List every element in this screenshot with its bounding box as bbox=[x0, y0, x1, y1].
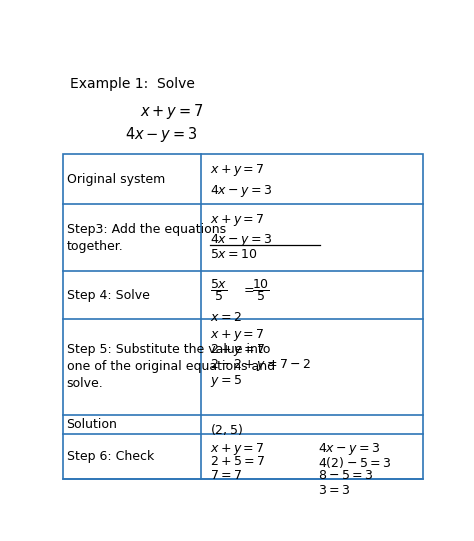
Text: $4x - y = 3$: $4x - y = 3$ bbox=[210, 232, 272, 248]
Text: $x = 2$: $x = 2$ bbox=[210, 311, 242, 324]
Text: $x + y = 7$: $x + y = 7$ bbox=[210, 327, 264, 342]
Text: $8 - 5 = 3$: $8 - 5 = 3$ bbox=[318, 470, 374, 483]
Text: Solution: Solution bbox=[66, 418, 118, 431]
Text: $\dfrac{10}{5}$: $\dfrac{10}{5}$ bbox=[252, 278, 270, 304]
Text: Step3: Add the equations
together.: Step3: Add the equations together. bbox=[66, 223, 226, 253]
Text: $x + y = 7$: $x + y = 7$ bbox=[210, 162, 264, 178]
Text: $x + y = 7$: $x + y = 7$ bbox=[210, 441, 264, 457]
Text: $4(2) - 5 = 3$: $4(2) - 5 = 3$ bbox=[318, 455, 392, 470]
Text: $4x - y = 3$: $4x - y = 3$ bbox=[210, 183, 272, 199]
Text: Step 5: Substitute the value into
one of the original equations and
solve.: Step 5: Substitute the value into one of… bbox=[66, 344, 275, 391]
Text: $4x - y = 3$: $4x - y = 3$ bbox=[125, 126, 198, 144]
Bar bbox=[63, 155, 423, 479]
Text: Original system: Original system bbox=[66, 173, 165, 186]
Text: $2 + 5 = 7$: $2 + 5 = 7$ bbox=[210, 455, 265, 469]
Text: $4x - y = 3$: $4x - y = 3$ bbox=[318, 441, 381, 457]
Text: $7 = 7$: $7 = 7$ bbox=[210, 470, 242, 483]
Text: Step 6: Check: Step 6: Check bbox=[66, 450, 154, 463]
Text: $(2, 5)$: $(2, 5)$ bbox=[210, 421, 243, 437]
Text: Example 1:  Solve: Example 1: Solve bbox=[70, 77, 195, 91]
Text: $=$: $=$ bbox=[241, 282, 255, 295]
Text: $y = 5$: $y = 5$ bbox=[210, 373, 242, 389]
Text: $2 + y = 7$: $2 + y = 7$ bbox=[210, 342, 265, 358]
Text: $x + y = 7$: $x + y = 7$ bbox=[210, 212, 264, 228]
Text: $5x = 10$: $5x = 10$ bbox=[210, 248, 258, 261]
Text: $3 = 3$: $3 = 3$ bbox=[318, 484, 350, 497]
Text: Step 4: Solve: Step 4: Solve bbox=[66, 288, 149, 301]
Text: $2 - 2 + y = 7 - 2$: $2 - 2 + y = 7 - 2$ bbox=[210, 358, 311, 373]
Text: $\dfrac{5x}{5}$: $\dfrac{5x}{5}$ bbox=[210, 278, 228, 304]
Text: $x + y = 7$: $x + y = 7$ bbox=[140, 102, 204, 121]
